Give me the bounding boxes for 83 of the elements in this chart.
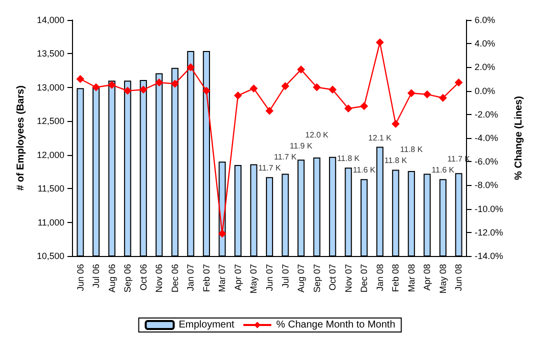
point (170, 80, 179, 88)
y2-tick-label: -12.0% (474, 227, 504, 238)
x-tick-label: Jan 08 (374, 264, 385, 292)
data-label: 11.9 K (290, 142, 313, 151)
data-label: 12.1 K (368, 133, 392, 142)
y-tick-label: 13,000 (36, 82, 64, 92)
point (266, 106, 274, 115)
point (454, 78, 463, 87)
x-tick-label: Dec 06 (170, 264, 180, 293)
y-tick-label: 11,500 (38, 184, 64, 194)
y2-tick-label: -2.0% (474, 109, 498, 120)
y-tick-label: 12,000 (36, 150, 64, 160)
data-label: 11.8 K (384, 156, 408, 166)
point (155, 78, 164, 87)
point (423, 90, 432, 98)
point (124, 86, 132, 95)
x-tick-label: Sep 07 (312, 264, 322, 293)
y2-tick-label: 6.0% (474, 15, 496, 25)
x-tick-label: Jun 07 (264, 264, 275, 292)
x-tick-label: Apr 08 (422, 264, 432, 291)
point (234, 92, 242, 100)
legend-label: Employment (178, 320, 235, 330)
y2-tick-label: 4.0% (474, 38, 496, 49)
data-label: 11.8 K (337, 154, 360, 164)
y2-tick-label: 0.0% (474, 86, 496, 96)
x-tick-label: Feb 07 (201, 264, 212, 292)
data-label: 11.7 K (274, 152, 298, 162)
point (92, 83, 100, 92)
y2-tick-label: -14.0% (474, 251, 504, 261)
y2-tick-label: 2.0% (474, 62, 496, 72)
y2-tick-label: -6.0% (474, 156, 498, 167)
y-tick-label: 14,000 (36, 15, 64, 25)
point (438, 94, 447, 102)
point (250, 84, 258, 92)
x-tick-label: Sep 06 (122, 264, 133, 293)
x-tick-label: Oct 07 (328, 264, 338, 291)
point (312, 83, 321, 92)
x-tick-label: Oct 06 (138, 264, 148, 291)
point (186, 63, 195, 72)
legend-label: % Change Month to Month (276, 320, 396, 330)
x-tick-label: Aug 06 (106, 264, 117, 293)
data-label: 11.6 K (352, 166, 376, 175)
x-tick-label: Nov 06 (154, 264, 164, 293)
x-tick-label: Mar 07 (217, 264, 228, 292)
x-tick-label: Mar 08 (406, 264, 416, 292)
y2-axis-title: % Change (Lines) (514, 96, 524, 180)
x-tick-label: Jul 07 (280, 264, 290, 288)
point (344, 104, 352, 112)
data-label: 11.7 K (258, 164, 282, 173)
x-tick-label: Apr 07 (232, 264, 243, 291)
x-tick-label: May 07 (248, 264, 259, 294)
y2-tick-label: -10.0% (474, 204, 504, 214)
x-tick-label: Nov 07 (343, 264, 354, 293)
point (139, 86, 148, 94)
x-tick-label: Jan 07 (186, 264, 196, 292)
y-tick-label: 10,500 (36, 251, 64, 261)
data-label: 11.6 K (432, 166, 455, 175)
point (108, 80, 116, 89)
point (376, 38, 384, 46)
y2-tick-label: -4.0% (474, 133, 498, 143)
point (202, 86, 210, 95)
point (281, 82, 290, 90)
data-label: 11.8 K (400, 145, 424, 154)
y-tick-label: 13,500 (36, 48, 64, 59)
data-label: 12.0 K (305, 130, 330, 140)
x-tick-label: Aug 07 (296, 264, 306, 293)
point (360, 102, 368, 110)
point (392, 120, 400, 128)
y-tick-label: 11,000 (38, 217, 64, 228)
point (76, 75, 84, 83)
x-tick-label: Jun 08 (454, 264, 464, 292)
point (218, 230, 226, 238)
x-tick-label: Jul 06 (91, 264, 102, 288)
x-tick-label: Feb 08 (390, 264, 401, 292)
x-tick-label: Dec 07 (359, 264, 370, 293)
point (297, 66, 306, 74)
y-tick-label: 12,500 (36, 116, 64, 126)
y-axis-title: # of Employees (Bars) (16, 85, 26, 191)
y2-tick-label: -8.0% (474, 180, 498, 190)
x-tick-label: Jun 06 (75, 264, 86, 292)
point (407, 89, 416, 98)
point (328, 86, 337, 94)
x-tick-label: May 08 (438, 264, 448, 294)
